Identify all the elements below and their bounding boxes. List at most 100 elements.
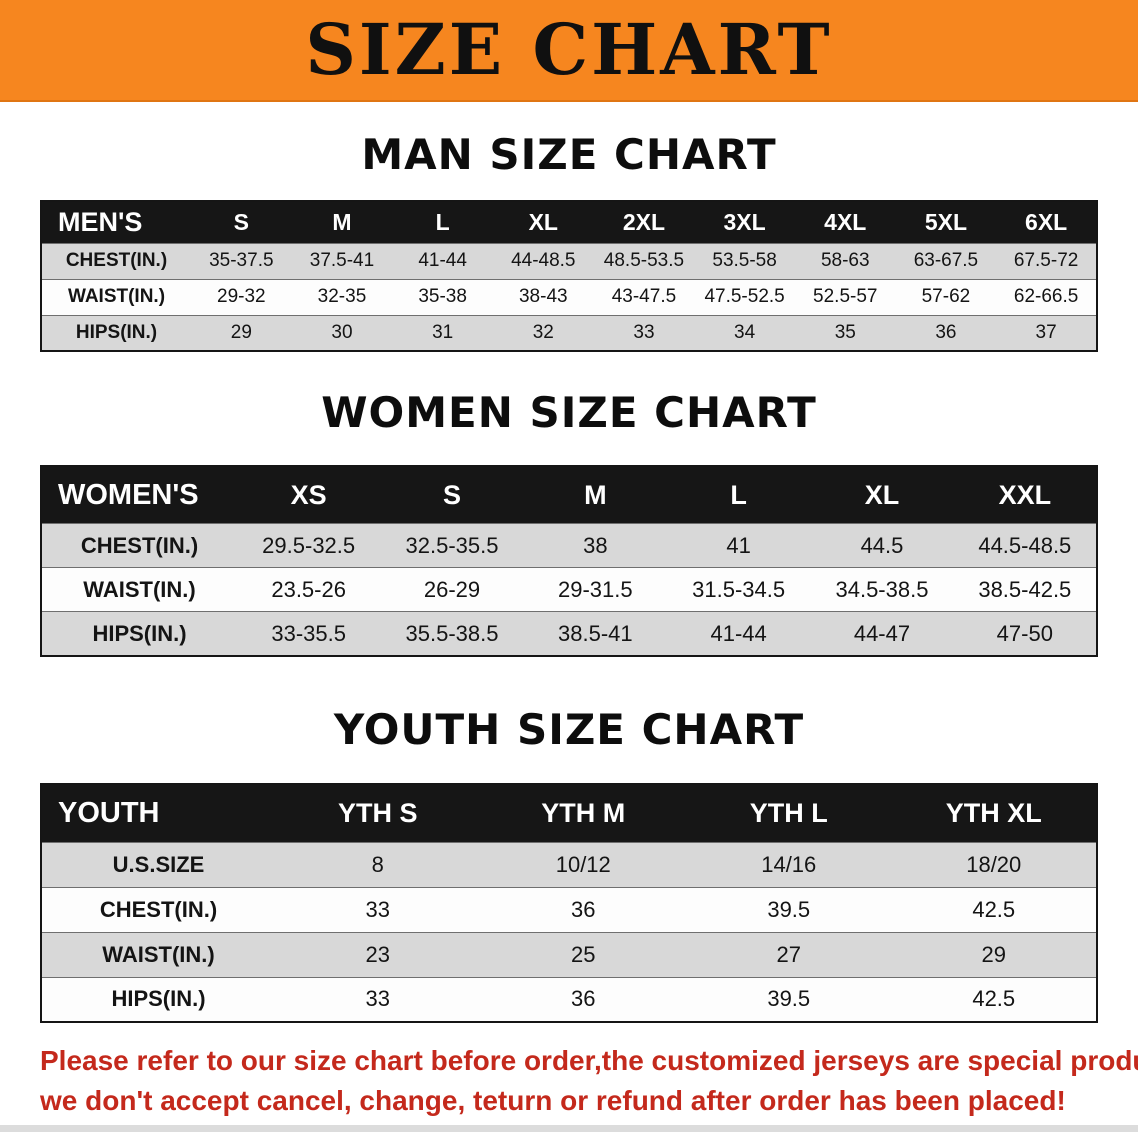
row-label: WAIST(IN.) [67, 286, 166, 308]
size-value-cell: 36 [935, 322, 957, 344]
size-value-cell: 57-62 [921, 286, 971, 308]
row-label: CHEST(IN.) [80, 532, 199, 558]
size-value-cell: 58-63 [820, 250, 870, 272]
table-row: CHEST(IN.) 29.5-32.5 32.5-35.5 38 41 44.5 44.5… [41, 523, 1097, 568]
size-value-cell: 36 [571, 986, 596, 1012]
size-value-cell: 30 [331, 322, 353, 344]
size-value-cell: 26-29 [423, 576, 481, 602]
youth-size-chart-title: YOUTH SIZE CHART [333, 704, 805, 754]
size-value-cell: 48.5-53.5 [603, 250, 685, 272]
header-row: YOUTH YTH S YTH M YTH L YTH XL [41, 784, 1097, 843]
size-value-cell: 41-44 [418, 250, 467, 272]
men-size-chart-title: MAN SIZE CHART [361, 130, 777, 179]
size-column-header: XL [492, 201, 594, 244]
size-value-cell: 14/16 [761, 851, 817, 877]
size-chart-body: MAN SIZE CHART MEN'S S M L XL 2XL 3XL 4XL 5XL 6XL… [0, 130, 1138, 1121]
table-corner-label: WOMEN'S [41, 465, 237, 524]
size-chart-banner: SIZE CHART [0, 0, 1138, 102]
size-value-cell: 35.5-38.5 [405, 620, 499, 646]
size-value-cell: 32.5-35.5 [405, 532, 499, 558]
size-value-cell: 25 [571, 941, 596, 967]
size-value-cell: 42.5 [972, 896, 1016, 922]
size-column-header: YTH XL [891, 784, 1097, 843]
table-row: CHEST(IN.) 33 36 39.5 42.5 [41, 887, 1097, 933]
size-column-header: XS [237, 465, 381, 524]
size-column-header: 6XL [996, 201, 1097, 244]
size-value-cell: 18/20 [966, 851, 1022, 877]
table-row: HIPS(IN.) 33-35.5 35.5-38.5 38.5-41 41-44 44-… [41, 611, 1097, 656]
disclaimer-line-1: Please refer to our size chart before or… [40, 1045, 1138, 1077]
row-label: HIPS(IN.) [111, 986, 206, 1012]
table-row: HIPS(IN.) 29 30 31 32 33 34 35 36 37 [41, 315, 1097, 352]
size-value-cell: 29 [981, 941, 1006, 967]
size-value-cell: 36 [571, 896, 596, 922]
table-row: HIPS(IN.) 33 36 39.5 42.5 [41, 977, 1097, 1023]
size-value-cell: 33 [365, 896, 390, 922]
size-value-cell: 39.5 [767, 986, 811, 1012]
size-column-header: XL [810, 465, 954, 524]
size-column-header: L [666, 465, 811, 524]
table-row: WAIST(IN.) 23.5-26 26-29 29-31.5 31.5-34.5 34… [41, 567, 1097, 612]
size-value-cell: 23 [365, 941, 390, 967]
youth-size-table: YOUTH YTH S YTH M YTH L YTH XL U.S.SIZE 8 10/12… [40, 783, 1098, 1024]
size-value-cell: 35 [834, 322, 856, 344]
women-size-table: WOMEN'S XS S M L XL XXL CHEST(IN.) 29.5-32.5 32.5… [40, 464, 1098, 657]
size-value-cell: 41-44 [710, 620, 767, 646]
size-value-cell: 63-67.5 [913, 250, 979, 272]
size-value-cell: 38.5-41 [558, 620, 633, 646]
size-column-header: 4XL [794, 201, 896, 244]
size-value-cell: 29-32 [217, 286, 266, 308]
size-value-cell: 29-31.5 [558, 576, 633, 602]
size-value-cell: 33 [633, 322, 655, 344]
size-value-cell: 37 [1035, 322, 1057, 344]
size-value-cell: 35-38 [418, 286, 467, 308]
size-value-cell: 38.5-42.5 [978, 576, 1072, 602]
table-corner-label: MEN'S [41, 201, 191, 244]
size-column-header: YTH M [480, 784, 686, 843]
size-value-cell: 29.5-32.5 [262, 532, 356, 558]
header-row: WOMEN'S XS S M L XL XXL [41, 465, 1097, 524]
row-label: U.S.SIZE [112, 851, 205, 877]
size-value-cell: 47.5-52.5 [704, 286, 785, 308]
size-value-cell: 10/12 [555, 851, 611, 877]
size-value-cell: 34 [734, 322, 756, 344]
size-value-cell: 31 [432, 322, 454, 344]
size-value-cell: 23.5-26 [271, 576, 346, 602]
size-value-cell: 31.5-34.5 [692, 576, 786, 602]
size-value-cell: 52.5-57 [813, 286, 878, 308]
size-value-cell: 44-48.5 [511, 250, 576, 272]
size-value-cell: 42.5 [972, 986, 1016, 1012]
size-column-header: S [380, 465, 524, 524]
size-value-cell: 34.5-38.5 [835, 576, 929, 602]
men-size-table: MEN'S S M L XL 2XL 3XL 4XL 5XL 6XL CHEST(IN.) 35-37… [40, 200, 1098, 353]
size-value-cell: 38-43 [518, 286, 568, 308]
size-value-cell: 44.5 [860, 532, 904, 558]
bottom-divider [0, 1125, 1138, 1132]
size-value-cell: 29 [230, 322, 252, 344]
table-row: U.S.SIZE 8 10/12 14/16 18/20 [41, 842, 1097, 888]
disclaimer-line-2: we don't accept cancel, change, teturn o… [40, 1085, 1066, 1117]
size-value-cell: 37.5-41 [309, 250, 375, 272]
header-row: MEN'S S M L XL 2XL 3XL 4XL 5XL 6XL [41, 201, 1097, 244]
size-column-header: 5XL [895, 201, 997, 244]
row-label: WAIST(IN.) [102, 941, 215, 967]
row-label: HIPS(IN.) [92, 620, 187, 646]
table-corner-label: YOUTH [41, 784, 275, 843]
row-label: CHEST(IN.) [99, 896, 218, 922]
size-value-cell: 44.5-48.5 [978, 532, 1072, 558]
disclaimer: Please refer to our size chart before or… [40, 1041, 1138, 1121]
table-row: WAIST(IN.) 29-32 32-35 35-38 38-43 43-47.5 47.… [41, 279, 1097, 316]
table-row: WAIST(IN.) 23 25 27 29 [41, 932, 1097, 978]
size-value-cell: 33-35.5 [271, 620, 346, 646]
size-value-cell: 53.5-58 [712, 250, 777, 272]
table-row: CHEST(IN.) 35-37.5 37.5-41 41-44 44-48.5 48.5… [41, 243, 1097, 280]
size-column-header: YTH S [275, 784, 481, 843]
size-value-cell: 32-35 [317, 286, 367, 308]
size-column-header: XXL [953, 465, 1097, 524]
row-label: HIPS(IN.) [75, 322, 158, 344]
size-value-cell: 35-37.5 [209, 250, 274, 272]
size-column-header: M [523, 465, 667, 524]
size-column-header: YTH L [686, 784, 892, 843]
size-column-header: 2XL [593, 201, 695, 244]
